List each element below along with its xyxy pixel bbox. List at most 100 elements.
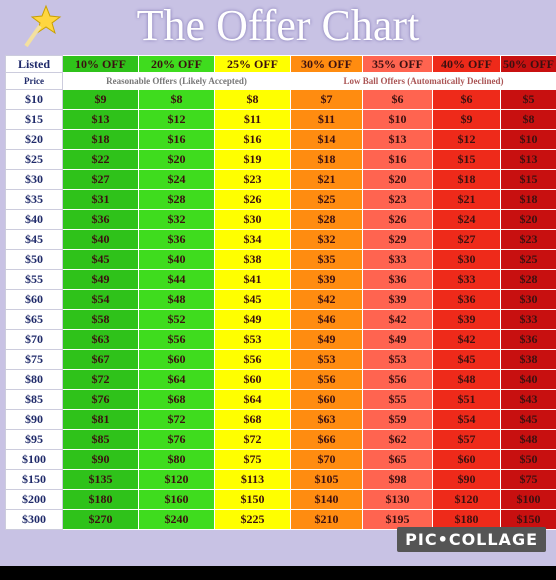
offer-cell: $33 bbox=[362, 249, 433, 270]
offer-cell: $36 bbox=[362, 269, 433, 290]
data-row: $85 $76 $68 $64 $60 $55 $51 $43 bbox=[5, 389, 556, 410]
offer-cell: $34 bbox=[214, 229, 291, 250]
offer-cell: $33 bbox=[432, 269, 501, 290]
offer-cell: $19 bbox=[214, 149, 291, 170]
price-cell: $80 bbox=[5, 369, 63, 390]
offer-cell: $10 bbox=[362, 109, 433, 130]
offer-cell: $81 bbox=[62, 409, 139, 430]
offer-cell: $18 bbox=[290, 149, 363, 170]
price-cell: $25 bbox=[5, 149, 63, 170]
offer-cell: $13 bbox=[500, 149, 556, 170]
offer-cell: $30 bbox=[214, 209, 291, 230]
offer-cell: $23 bbox=[214, 169, 291, 190]
price-cell: $45 bbox=[5, 229, 63, 250]
offer-cell: $150 bbox=[214, 489, 291, 510]
data-row: $40 $36 $32 $30 $28 $26 $24 $20 bbox=[5, 209, 556, 230]
offer-cell: $42 bbox=[362, 309, 433, 330]
offer-cell: $72 bbox=[62, 369, 139, 390]
offer-cell: $63 bbox=[62, 329, 139, 350]
offer-cell: $23 bbox=[362, 189, 433, 210]
offer-cell: $40 bbox=[62, 229, 139, 250]
price-cell: $15 bbox=[5, 109, 63, 130]
offer-cell: $43 bbox=[500, 389, 556, 410]
data-row: $80 $72 $64 $60 $56 $56 $48 $40 bbox=[5, 369, 556, 390]
offer-cell: $31 bbox=[62, 189, 139, 210]
offer-cell: $15 bbox=[500, 169, 556, 190]
price-cell: $65 bbox=[5, 309, 63, 330]
data-row: $95 $85 $76 $72 $66 $62 $57 $48 bbox=[5, 429, 556, 450]
price-cell: $10 bbox=[5, 89, 63, 110]
offer-cell: $120 bbox=[138, 469, 215, 490]
data-row: $20 $18 $16 $16 $14 $13 $12 $10 bbox=[5, 129, 556, 150]
offer-cell: $32 bbox=[290, 229, 363, 250]
offer-cell: $66 bbox=[290, 429, 363, 450]
offer-cell: $76 bbox=[62, 389, 139, 410]
wand-icon bbox=[24, 4, 62, 48]
offer-cell: $72 bbox=[214, 429, 291, 450]
data-row: $200 $180 $160 $150 $140 $130 $120 $100 bbox=[5, 489, 556, 510]
title: The Offer Chart bbox=[136, 1, 420, 50]
price-cell: $300 bbox=[5, 509, 63, 530]
offer-cell: $15 bbox=[432, 149, 501, 170]
data-row: $10 $9 $8 $8 $7 $6 $6 $5 bbox=[5, 89, 556, 110]
offer-cell: $24 bbox=[138, 169, 215, 190]
offer-cell: $225 bbox=[214, 509, 291, 530]
offer-cell: $12 bbox=[138, 109, 215, 130]
offer-cell: $75 bbox=[214, 449, 291, 470]
offer-cell: $55 bbox=[362, 389, 433, 410]
offer-cell: $98 bbox=[362, 469, 433, 490]
offer-cell: $54 bbox=[62, 289, 139, 310]
offer-cell: $51 bbox=[432, 389, 501, 410]
offer-cell: $16 bbox=[138, 129, 215, 150]
offer-cell: $48 bbox=[138, 289, 215, 310]
offer-cell: $29 bbox=[362, 229, 433, 250]
offer-cell: $38 bbox=[500, 349, 556, 370]
offer-cell: $21 bbox=[290, 169, 363, 190]
offer-cell: $49 bbox=[214, 309, 291, 330]
offer-cell: $60 bbox=[432, 449, 501, 470]
offer-cell: $8 bbox=[138, 89, 215, 110]
offer-cell: $59 bbox=[362, 409, 433, 430]
price-cell: $40 bbox=[5, 209, 63, 230]
offer-cell: $48 bbox=[500, 429, 556, 450]
price-cell: $150 bbox=[5, 469, 63, 490]
offer-cell: $45 bbox=[500, 409, 556, 430]
offer-cell: $28 bbox=[290, 209, 363, 230]
offer-cell: $57 bbox=[432, 429, 501, 450]
watermark: PIC•COLLAGE bbox=[397, 527, 546, 552]
price-cell: $100 bbox=[5, 449, 63, 470]
offer-cell: $68 bbox=[214, 409, 291, 430]
offer-cell: $18 bbox=[62, 129, 139, 150]
price-cell: $60 bbox=[5, 289, 63, 310]
offer-cell: $63 bbox=[290, 409, 363, 430]
offer-cell: $9 bbox=[62, 89, 139, 110]
offer-cell: $36 bbox=[62, 209, 139, 230]
price-cell: $70 bbox=[5, 329, 63, 350]
offer-cell: $20 bbox=[362, 169, 433, 190]
offer-cell: $76 bbox=[138, 429, 215, 450]
offer-cell: $11 bbox=[290, 109, 363, 130]
data-row: $65 $58 $52 $49 $46 $42 $39 $33 bbox=[5, 309, 556, 330]
offer-cell: $27 bbox=[432, 229, 501, 250]
offer-cell: $80 bbox=[138, 449, 215, 470]
offer-cell: $75 bbox=[500, 469, 556, 490]
offer-cell: $62 bbox=[362, 429, 433, 450]
offer-cell: $67 bbox=[62, 349, 139, 370]
offer-cell: $52 bbox=[138, 309, 215, 330]
offer-cell: $270 bbox=[62, 509, 139, 530]
offer-cell: $13 bbox=[62, 109, 139, 130]
offer-cell: $30 bbox=[500, 289, 556, 310]
offer-cell: $45 bbox=[432, 349, 501, 370]
offer-cell: $10 bbox=[500, 129, 556, 150]
offer-cell: $50 bbox=[500, 449, 556, 470]
offer-cell: $42 bbox=[290, 289, 363, 310]
offer-cell: $16 bbox=[214, 129, 291, 150]
offer-cell: $36 bbox=[432, 289, 501, 310]
offer-cell: $105 bbox=[290, 469, 363, 490]
offer-cell: $41 bbox=[214, 269, 291, 290]
data-row: $35 $31 $28 $26 $25 $23 $21 $18 bbox=[5, 189, 556, 210]
offer-cell: $40 bbox=[500, 369, 556, 390]
data-row: $90 $81 $72 $68 $63 $59 $54 $45 bbox=[5, 409, 556, 430]
offer-cell: $27 bbox=[62, 169, 139, 190]
offer-cell: $39 bbox=[362, 289, 433, 310]
